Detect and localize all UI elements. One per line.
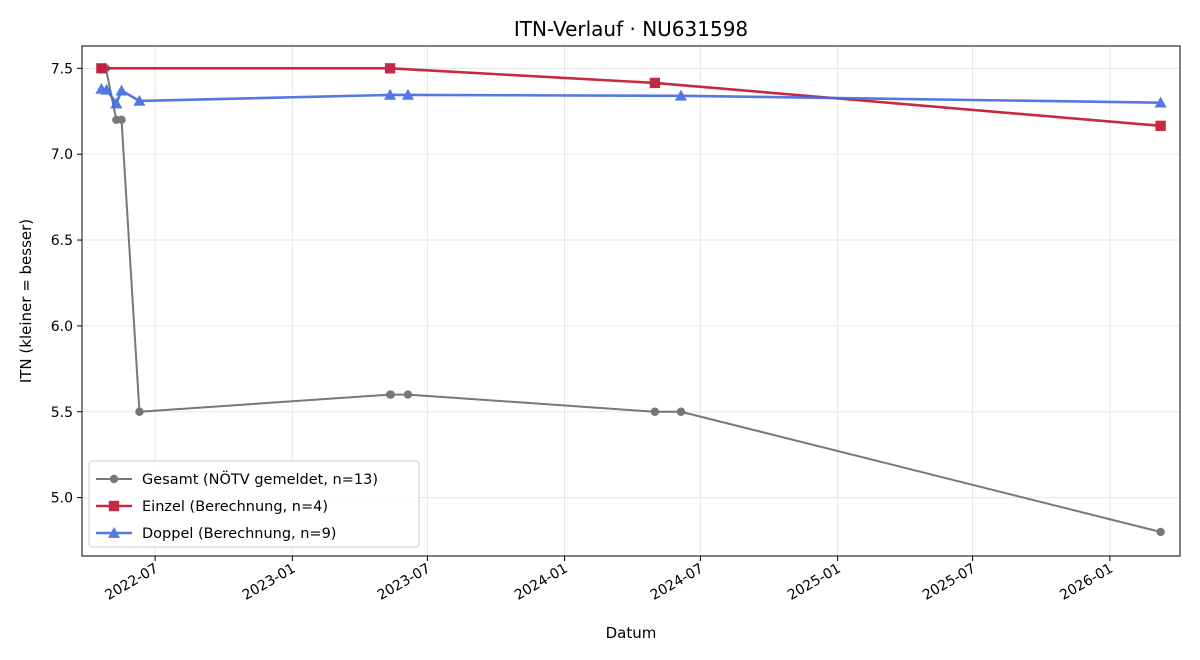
legend: Gesamt (NÖTV gemeldet, n=13) Einzel (Bere… <box>88 460 420 548</box>
legend-label: Gesamt (NÖTV gemeldet, n=13) <box>142 470 378 488</box>
data-point <box>1156 527 1165 537</box>
data-point <box>386 390 396 399</box>
data-point <box>674 89 688 101</box>
plot-frame <box>81 45 1181 557</box>
series-layer <box>95 63 1167 537</box>
data-point <box>135 407 144 416</box>
y-tick-label: 6.0 <box>51 319 73 335</box>
data-point <box>100 83 113 95</box>
legend-entry: Einzel (Berechnung, n=4) <box>96 499 328 515</box>
y-tick-label: 5.5 <box>51 405 73 421</box>
series-line <box>101 67 1161 128</box>
y-axis-label: ITN (kleiner = besser) <box>17 219 35 383</box>
y-tick-label: 5.0 <box>51 491 73 507</box>
legend-entry: Doppel (Berechnung, n=9) <box>96 526 336 542</box>
data-point <box>384 88 397 100</box>
data-point <box>1154 96 1167 108</box>
y-tick-label: 7.0 <box>51 147 73 163</box>
y-tick-label: 6.5 <box>51 233 73 249</box>
data-point <box>110 97 123 109</box>
x-tick-label: 2023-07 <box>375 561 434 604</box>
data-point <box>1155 120 1166 132</box>
data-point <box>117 115 126 125</box>
x-axis: 2022-07 2023-01 2023-07 2024-01 2024-07 2025-… <box>102 556 1116 604</box>
data-point <box>650 407 660 416</box>
data-point <box>384 63 396 74</box>
data-point <box>108 500 120 512</box>
x-tick-label: 2023-01 <box>240 561 299 604</box>
x-tick-label: 2024-01 <box>512 561 571 604</box>
legend-label: Einzel (Berechnung, n=4) <box>142 499 328 515</box>
data-point <box>109 474 119 484</box>
x-tick-label: 2025-01 <box>785 561 844 604</box>
series-line <box>101 87 1161 105</box>
series-3 <box>95 82 1167 109</box>
legend-box <box>88 460 420 548</box>
legend-label: Doppel (Berechnung, n=9) <box>142 526 336 542</box>
x-tick-label: 2025-07 <box>920 561 979 604</box>
y-tick-label: 7.5 <box>51 61 73 77</box>
data-point <box>403 390 413 399</box>
data-point <box>401 88 415 100</box>
x-tick-label: 2026-01 <box>1057 561 1116 604</box>
data-point <box>649 77 661 89</box>
x-tick-label: 2024-07 <box>648 561 707 604</box>
chart-title: ITN-Verlauf · NU631598 <box>514 17 748 41</box>
x-tick-label: 2022-07 <box>102 561 161 604</box>
data-point <box>676 407 686 416</box>
series-1 <box>97 64 1165 537</box>
data-point <box>133 94 146 106</box>
legend-entry: Gesamt (NÖTV gemeldet, n=13) <box>96 470 378 488</box>
y-axis: 5.0 5.5 6.0 6.5 7.0 7.5 <box>51 61 82 507</box>
series-2 <box>96 63 1166 132</box>
data-point <box>107 526 121 538</box>
data-point <box>115 84 128 96</box>
x-axis-label: Datum <box>606 624 657 642</box>
data-point <box>96 63 107 74</box>
